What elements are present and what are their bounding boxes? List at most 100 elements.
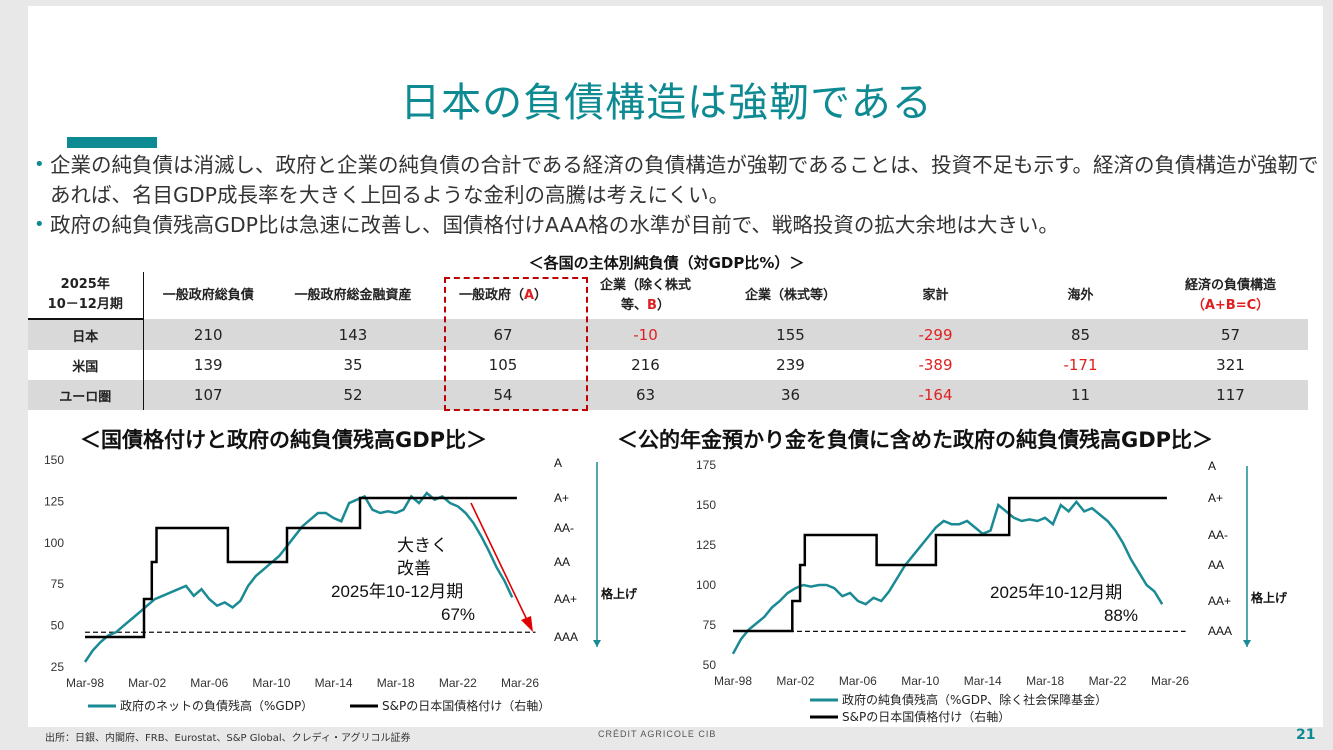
upgrade-axis-label: 格上げ	[601, 586, 638, 601]
company-logo: CRÉDIT AGRICOLE CIB	[598, 729, 717, 739]
table-cell: 57	[1153, 319, 1308, 350]
y-tick-label: 125	[44, 494, 64, 508]
x-tick-label: Mar-02	[128, 676, 166, 690]
rating-tick-label: A	[1208, 459, 1216, 473]
highlight-box	[444, 277, 588, 411]
chart-annotation: 改善	[397, 559, 431, 578]
row-header: ユーロ圏	[28, 380, 144, 410]
table-cell: 54	[433, 380, 573, 410]
y-tick-label: 100	[44, 536, 64, 550]
x-tick-label: Mar-18	[377, 676, 415, 690]
y-tick-label: 100	[696, 578, 716, 592]
rating-tick-label: AA+	[554, 592, 577, 606]
column-header: 海外	[1067, 287, 1094, 303]
x-tick-label: Mar-02	[776, 674, 814, 688]
rating-tick-label: AA+	[1208, 594, 1231, 608]
rating-tick-label: A+	[554, 491, 569, 505]
column-header: 一般政府（A）	[458, 287, 548, 303]
row-header: 米国	[28, 350, 144, 380]
table-row: ユーロ圏 107 52 54 63 36 -164 11 117	[28, 380, 1308, 410]
source-note: 出所：日銀、内閣府、FRB、Eurostat、S&P Global、クレディ・ア…	[45, 733, 411, 744]
column-header: 企業（株式等）	[744, 287, 836, 303]
y-tick-label: 75	[51, 577, 65, 591]
improvement-arrow-icon	[521, 616, 533, 632]
x-tick-label: Mar-14	[964, 674, 1002, 688]
table-cell: 11	[1008, 380, 1153, 410]
x-tick-label: Mar-06	[839, 674, 877, 688]
rating-tick-label: AAA	[1208, 624, 1232, 638]
bullet-text: 政府の純負債残高GDP比は急速に改善し、国債格付けAAA格の水準が目前で、戦略投…	[50, 213, 1059, 237]
rating-tick-label: AA	[1208, 558, 1224, 572]
x-tick-label: Mar-26	[1151, 674, 1189, 688]
net-debt-table: 2025年 10－12月期 一般政府総負債 一般政府総金融資産 一般政府（A） 企…	[28, 272, 1308, 410]
rating-debt-chart: 25 50 75 100 125 150 Mar-98 Mar-02 Mar-06 Mar-10 M…	[44, 453, 638, 713]
table-cell: -389	[918, 356, 953, 374]
bullet-list: • 企業の純負債は消滅し、政府と企業の純負債の合計である経済の負債構造が強靭である…	[32, 150, 1322, 240]
table-caption: ＜各国の主体別純負債（対GDP比%）＞	[528, 254, 805, 272]
table-row: 日本 210 143 67 -10 155 -299 85 57	[28, 319, 1308, 350]
rating-tick-label: AA-	[554, 521, 574, 535]
row-header: 日本	[28, 319, 144, 350]
slide-background	[28, 6, 1323, 727]
table-cell: -299	[863, 319, 1008, 350]
chart-title: ＜国債格付けと政府の純負債残高GDP比＞	[80, 428, 488, 452]
table-cell: 139	[193, 356, 223, 374]
x-tick-label: Mar-10	[901, 674, 939, 688]
x-tick-label: Mar-98	[714, 674, 752, 688]
y-tick-label: 150	[696, 498, 716, 512]
rating-tick-label: AAA	[554, 630, 578, 644]
chart-annotation: 88%	[1104, 606, 1138, 625]
y-tick-label: 75	[703, 618, 717, 632]
chart-annotation: 67%	[441, 605, 475, 624]
x-tick-label: Mar-06	[190, 676, 228, 690]
title-accent-bar	[67, 137, 157, 148]
table-cell: 36	[718, 380, 863, 410]
bullet-item: • 企業の純負債は消滅し、政府と企業の純負債の合計である経済の負債構造が強靭である…	[32, 150, 1322, 210]
table-cell: 239	[776, 356, 805, 374]
x-tick-label: Mar-22	[1089, 674, 1127, 688]
table-cell: 117	[1153, 380, 1308, 410]
legend-label: 政府の純負債残高（%GDP、除く社会保障基金）	[842, 692, 1107, 707]
column-header: 経済の負債構造 （A+B=C）	[1184, 277, 1276, 313]
upgrade-arrow-icon	[593, 640, 601, 647]
table-row: 米国 139 35 105 216 239 -389 -171 321	[28, 350, 1308, 380]
x-tick-label: Mar-22	[439, 676, 477, 690]
table-cell: 321	[1216, 356, 1245, 374]
page-title: 日本の負債構造は強靭である	[400, 80, 933, 126]
chart-annotation: 2025年10-12月期	[990, 583, 1122, 602]
table-cell: 85	[1008, 319, 1153, 350]
rating-series-line	[85, 496, 517, 639]
table-cell: 105	[488, 356, 518, 374]
table-cell: 210	[143, 319, 273, 350]
column-header: 一般政府総金融資産	[294, 287, 412, 303]
y-tick-label: 125	[696, 538, 716, 552]
table-cell: 35	[343, 356, 363, 374]
table-cell: -171	[1063, 356, 1098, 374]
debt-series-line	[83, 491, 514, 663]
table-cell: 63	[573, 380, 718, 410]
bullet-dot-icon: •	[34, 154, 45, 175]
y-tick-label: 150	[44, 453, 64, 467]
table-header-row: 2025年 10－12月期 一般政府総負債 一般政府総金融資産 一般政府（A） 企…	[28, 272, 1308, 320]
bullet-dot-icon: •	[34, 214, 45, 235]
rating-series-line	[733, 496, 1167, 633]
bullet-text: 企業の純負債は消滅し、政府と企業の純負債の合計である経済の負債構造が強靭であるこ…	[50, 153, 1319, 207]
rating-tick-label: AA	[554, 555, 570, 569]
table-cell: 216	[631, 356, 660, 374]
period-header: 2025年 10－12月期	[28, 272, 144, 320]
rating-tick-label: AA-	[1208, 528, 1228, 542]
chart-title: ＜公的年金預かり金を負債に含めた政府の純負債残高GDP比＞	[617, 428, 1214, 452]
x-tick-label: Mar-26	[501, 676, 539, 690]
column-header: 家計	[922, 287, 949, 303]
legend-label: 政府のネットの負債残高（%GDP）	[120, 698, 313, 713]
legend-label: S&Pの日本国債格付け（右軸）	[382, 698, 550, 713]
y-tick-label: 175	[696, 458, 716, 472]
column-header: 一般政府総負債	[162, 287, 254, 303]
improvement-arrow-line	[470, 502, 528, 621]
chart-annotation: 2025年10-12月期	[331, 582, 463, 601]
x-tick-label: Mar-98	[66, 676, 104, 690]
x-tick-label: Mar-14	[315, 676, 353, 690]
column-header: 企業（除く株式 等、B）	[599, 277, 691, 313]
table-cell: 67	[433, 319, 573, 350]
upgrade-axis-label: 格上げ	[1251, 590, 1288, 605]
